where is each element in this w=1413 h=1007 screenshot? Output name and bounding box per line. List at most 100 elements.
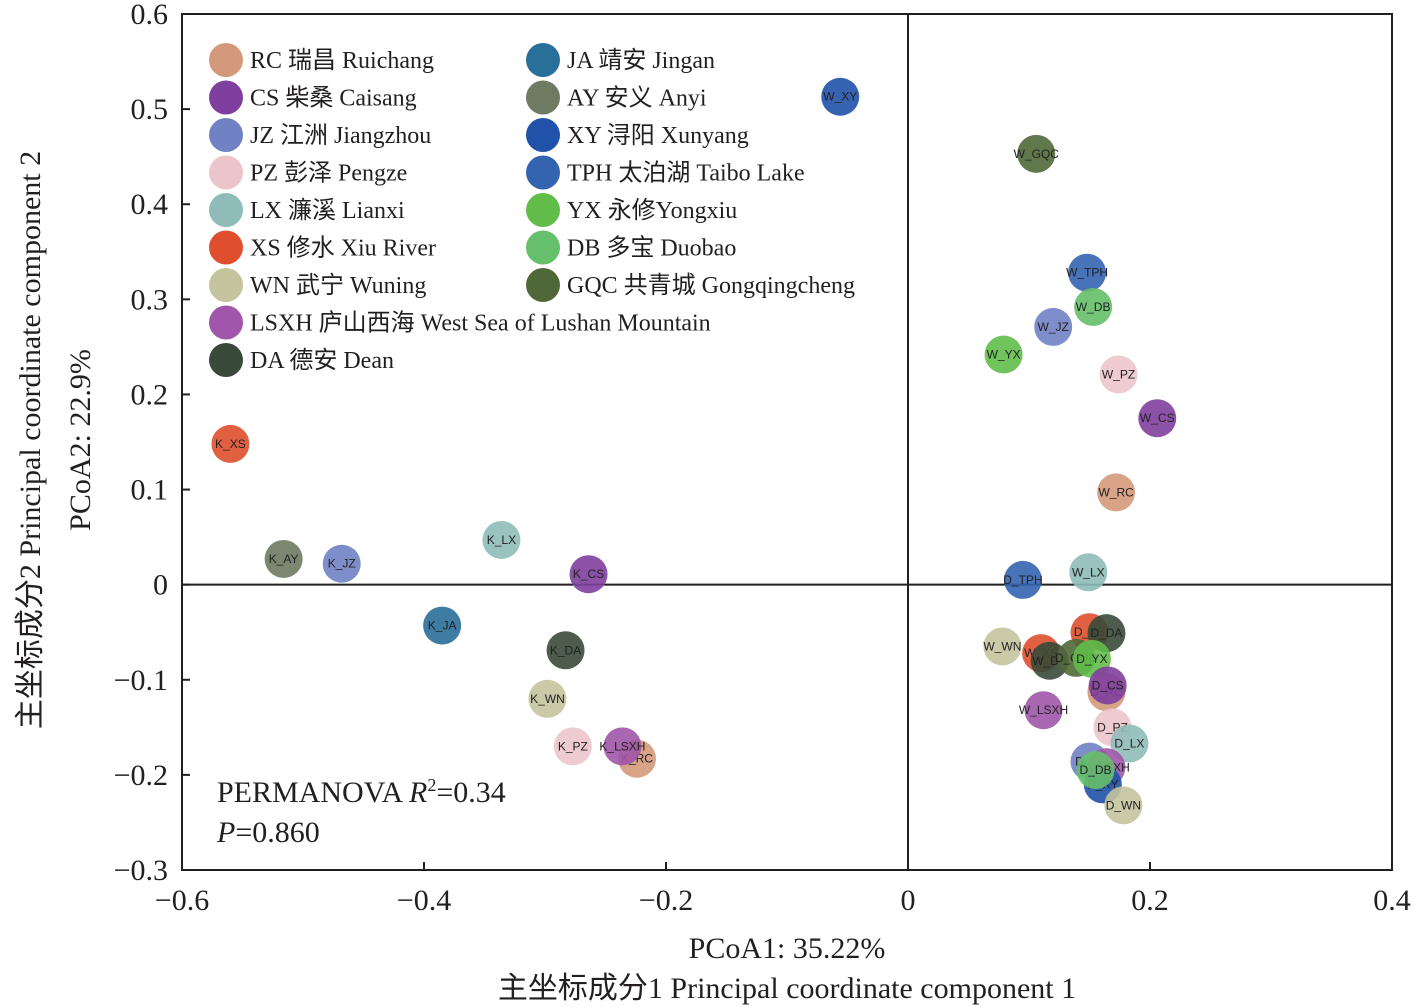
data-point-w-db: W_DB: [1074, 287, 1113, 326]
point-marker: [1017, 134, 1056, 173]
point-marker: [603, 727, 642, 766]
point-marker: [1099, 355, 1138, 394]
x-axis-subtitle: 主坐标成分1 Principal coordinate component 1: [498, 972, 1076, 1005]
point-label: D_WN: [1106, 798, 1141, 812]
point-marker: [553, 727, 592, 766]
point-label: W_XY: [823, 90, 857, 104]
y-tick-label: 0.3: [131, 283, 169, 316]
legend-swatch: [209, 230, 243, 265]
legend-label: DA 德安 Dean: [250, 347, 394, 374]
point-label: K_DA: [550, 643, 581, 657]
point-label: W_PZ: [1102, 367, 1135, 381]
point-marker: [984, 335, 1023, 374]
legend-swatch: [209, 343, 243, 377]
data-point-w-lsxh: W_LSXH: [1019, 691, 1068, 730]
point-marker: [1104, 786, 1143, 825]
r2-superscript: 2: [427, 775, 436, 795]
legend-item-gqc: GQC 共青城 Gongqingcheng: [526, 268, 855, 302]
legend-label: AY 安义 Anyi: [567, 85, 707, 112]
x-tick-label: −0.4: [397, 884, 451, 917]
data-point-k-ja: K_JA: [423, 606, 462, 645]
y-tick-label: 0: [153, 569, 168, 602]
legend-item-wn: WN 武宁 Wuning: [209, 268, 426, 302]
point-label: W_DB: [1076, 300, 1111, 314]
point-label: K_PZ: [558, 739, 588, 753]
point-label: K_JA: [428, 619, 457, 633]
data-point-k-wn: K_WN: [528, 679, 567, 718]
x-axis-title: PCoA1: 35.22%: [689, 932, 886, 965]
legend-swatch: [209, 43, 243, 77]
point-label: W_GQC: [1014, 147, 1060, 161]
data-point-k-xs: K_XS: [211, 424, 250, 463]
point-marker: [1024, 691, 1063, 730]
y-tick-label: −0.1: [114, 664, 168, 697]
x-tick-label: 0: [901, 884, 916, 917]
legend-swatch: [209, 155, 243, 190]
data-point-k-cs: K_CS: [569, 555, 608, 594]
point-label: W_CS: [1140, 411, 1175, 425]
point-marker: [1034, 307, 1073, 346]
legend-swatch: [526, 268, 560, 302]
point-label: K_LX: [487, 533, 516, 547]
legend-item-xs: XS 修水 Xiu River: [209, 230, 436, 265]
point-marker: [1138, 399, 1177, 438]
point-label: D_LX: [1114, 737, 1144, 751]
y-axis: −0.3 −0.2 −0.1 0 0.1 0.2 0.3 0.4 0.5 0.6: [114, 0, 190, 887]
legend-label: WN 武宁 Wuning: [250, 272, 426, 299]
point-label: D_CS: [1092, 678, 1124, 692]
point-marker: [1003, 560, 1042, 599]
legend-label: XS 修水 Xiu River: [250, 235, 436, 262]
legend-label: JZ 江洲 Jiangzhou: [250, 122, 431, 149]
legend-item-jz: JZ 江洲 Jiangzhou: [209, 118, 431, 152]
data-point-w-xy: W_XY: [821, 77, 860, 116]
point-marker: [1074, 287, 1113, 326]
point-marker: [211, 424, 250, 463]
data-point-d-wn: D_WN: [1104, 786, 1143, 825]
point-label: K_AY: [269, 552, 299, 566]
data-point-w-wn: W_WN: [983, 627, 1022, 666]
legend-item-cs: CS 柴桑 Caisang: [209, 80, 417, 115]
r2-symbol: R: [408, 776, 427, 809]
y-tick-label: −0.2: [114, 759, 168, 792]
data-point-k-jz: K_JZ: [322, 544, 361, 583]
legend-label: JA 靖安 Jingan: [567, 47, 715, 74]
x-tick-label: 0.2: [1131, 884, 1169, 917]
data-point-k-da: K_DA: [546, 631, 585, 670]
y-tick-label: 0.4: [131, 188, 169, 221]
legend-label: GQC 共青城 Gongqingcheng: [567, 272, 855, 299]
data-point-w-yx: W_YX: [984, 335, 1023, 374]
p-value-annotation: P=0.860: [216, 816, 320, 849]
legend-item-yx: YX 永修Yongxiu: [526, 193, 737, 227]
point-marker: [264, 539, 303, 578]
p-symbol: P: [216, 816, 235, 849]
point-marker: [482, 520, 521, 559]
data-point-w-tph: W_TPH: [1066, 253, 1108, 292]
legend-item-lx: LX 濂溪 Lianxi: [209, 193, 405, 227]
point-label: D_TPH: [1003, 573, 1042, 587]
point-marker: [322, 544, 361, 583]
data-point-k-lsxh: K_LSXH: [599, 727, 645, 766]
x-tick-label: 0.4: [1373, 884, 1411, 917]
legend-item-pz: PZ 彭泽 Pengze: [209, 155, 407, 190]
x-tick-label: −0.6: [155, 884, 209, 917]
point-marker: [1097, 473, 1136, 512]
legend: RC 瑞昌 Ruichang CS 柴桑 Caisang JZ 江洲 Jiangzh…: [209, 43, 855, 377]
r2-value: =0.34: [436, 776, 505, 809]
point-marker: [983, 627, 1022, 666]
x-tick-label: −0.2: [639, 884, 693, 917]
point-label: K_LSXH: [599, 739, 645, 753]
data-point-d-lx: D_LX: [1110, 724, 1149, 763]
data-point-w-pz: W_PZ: [1099, 355, 1138, 394]
legend-label: PZ 彭泽 Pengze: [250, 160, 407, 187]
legend-swatch: [209, 193, 243, 227]
legend-item-tph: TPH 太泊湖 Taibo Lake: [526, 155, 805, 190]
legend-item-db: DB 多宝 Duobao: [526, 230, 736, 265]
legend-item-rc: RC 瑞昌 Ruichang: [209, 43, 434, 77]
point-marker: [528, 679, 567, 718]
point-label: W_TPH: [1066, 266, 1108, 280]
zero-lines: [182, 14, 1392, 870]
legend-swatch: [526, 43, 560, 77]
legend-item-ay: AY 安义 Anyi: [526, 80, 707, 115]
legend-item-lsxh: LSXH 庐山西海 West Sea of Lushan Mountain: [209, 305, 711, 340]
